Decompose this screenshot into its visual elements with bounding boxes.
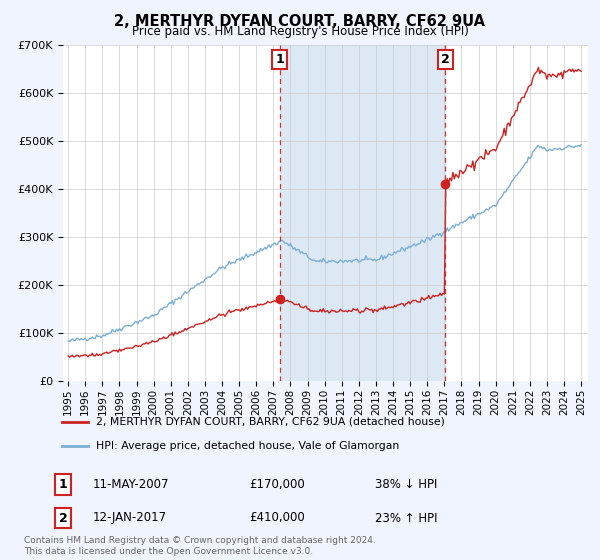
Text: Price paid vs. HM Land Registry's House Price Index (HPI): Price paid vs. HM Land Registry's House … [131, 25, 469, 38]
Text: 23% ↑ HPI: 23% ↑ HPI [375, 511, 437, 525]
Text: 2: 2 [440, 53, 449, 66]
Text: 1: 1 [275, 53, 284, 66]
Text: 2: 2 [59, 511, 67, 525]
Text: 12-JAN-2017: 12-JAN-2017 [93, 511, 167, 525]
Text: HPI: Average price, detached house, Vale of Glamorgan: HPI: Average price, detached house, Vale… [95, 441, 399, 451]
Text: 11-MAY-2007: 11-MAY-2007 [93, 478, 170, 491]
Text: 2, MERTHYR DYFAN COURT, BARRY, CF62 9UA (detached house): 2, MERTHYR DYFAN COURT, BARRY, CF62 9UA … [95, 417, 445, 427]
Text: £410,000: £410,000 [249, 511, 305, 525]
Point [275, 295, 284, 304]
Text: 1: 1 [59, 478, 67, 491]
Bar [280, 45, 445, 381]
Text: Contains HM Land Registry data © Crown copyright and database right 2024.
This d: Contains HM Land Registry data © Crown c… [24, 536, 376, 556]
Point [440, 180, 450, 189]
Text: £170,000: £170,000 [249, 478, 305, 491]
Text: 38% ↓ HPI: 38% ↓ HPI [375, 478, 437, 491]
Text: 2, MERTHYR DYFAN COURT, BARRY, CF62 9UA: 2, MERTHYR DYFAN COURT, BARRY, CF62 9UA [115, 14, 485, 29]
